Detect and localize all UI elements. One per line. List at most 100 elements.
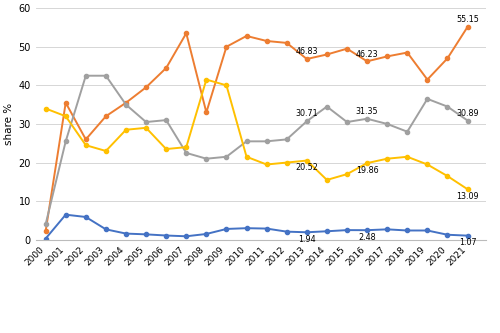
capital goods: [143, 85, 149, 89]
intermediate goods: [62, 114, 68, 118]
consumer goods: [103, 74, 109, 78]
consumer goods: [304, 119, 310, 123]
raw material: [324, 229, 330, 233]
Line: consumer goods: consumer goods: [44, 74, 470, 226]
capital goods: [384, 54, 390, 58]
capital goods: [62, 101, 68, 105]
intermediate goods: [184, 145, 190, 149]
consumer goods: [244, 139, 250, 143]
raw material: [224, 227, 230, 231]
intermediate goods: [464, 187, 470, 191]
raw material: [204, 232, 210, 236]
intermediate goods: [143, 126, 149, 130]
consumer goods: [163, 118, 169, 122]
raw material: [364, 228, 370, 232]
intermediate goods: [204, 78, 210, 82]
capital goods: [163, 66, 169, 70]
capital goods: [304, 57, 310, 61]
capital goods: [83, 138, 89, 142]
capital goods: [404, 51, 410, 55]
raw material: [304, 230, 310, 234]
consumer goods: [384, 122, 390, 126]
intermediate goods: [444, 174, 450, 178]
consumer goods: [424, 97, 430, 101]
raw material: [244, 226, 250, 230]
consumer goods: [264, 139, 270, 143]
intermediate goods: [404, 155, 410, 159]
consumer goods: [42, 222, 48, 226]
capital goods: [264, 39, 270, 43]
Text: 2.48: 2.48: [358, 233, 376, 242]
capital goods: [103, 114, 109, 118]
intermediate goods: [224, 83, 230, 87]
capital goods: [424, 78, 430, 82]
raw material: [284, 230, 290, 234]
consumer goods: [184, 151, 190, 155]
capital goods: [244, 34, 250, 38]
consumer goods: [143, 120, 149, 124]
capital goods: [204, 110, 210, 114]
consumer goods: [344, 120, 350, 124]
intermediate goods: [83, 143, 89, 147]
raw material: [404, 228, 410, 232]
Line: intermediate goods: intermediate goods: [44, 78, 470, 191]
Text: 19.86: 19.86: [356, 166, 378, 175]
consumer goods: [284, 138, 290, 142]
Text: 31.35: 31.35: [356, 107, 378, 116]
capital goods: [184, 31, 190, 35]
Text: 1.07: 1.07: [458, 238, 476, 247]
intermediate goods: [163, 147, 169, 151]
raw material: [344, 228, 350, 232]
intermediate goods: [244, 155, 250, 159]
intermediate goods: [344, 172, 350, 176]
capital goods: [324, 53, 330, 57]
Text: 20.52: 20.52: [296, 163, 318, 172]
consumer goods: [444, 105, 450, 109]
consumer goods: [464, 119, 470, 123]
capital goods: [364, 59, 370, 63]
intermediate goods: [364, 161, 370, 165]
raw material: [444, 233, 450, 237]
capital goods: [464, 25, 470, 29]
capital goods: [42, 229, 48, 233]
Text: 30.71: 30.71: [296, 110, 318, 119]
raw material: [424, 228, 430, 232]
consumer goods: [83, 74, 89, 78]
intermediate goods: [304, 159, 310, 163]
consumer goods: [324, 105, 330, 109]
Text: 46.23: 46.23: [356, 50, 378, 59]
consumer goods: [224, 155, 230, 159]
raw material: [143, 232, 149, 236]
consumer goods: [404, 130, 410, 134]
capital goods: [444, 56, 450, 60]
raw material: [83, 215, 89, 219]
intermediate goods: [42, 107, 48, 111]
raw material: [42, 237, 48, 241]
Line: raw material: raw material: [44, 212, 470, 241]
raw material: [384, 227, 390, 231]
consumer goods: [123, 103, 129, 107]
capital goods: [123, 101, 129, 105]
Text: 46.83: 46.83: [296, 47, 318, 56]
Text: 1.94: 1.94: [298, 235, 316, 244]
intermediate goods: [103, 149, 109, 153]
capital goods: [284, 41, 290, 45]
Text: 13.09: 13.09: [456, 192, 479, 201]
Text: 55.15: 55.15: [456, 15, 479, 24]
capital goods: [344, 47, 350, 51]
intermediate goods: [324, 178, 330, 182]
Text: 30.89: 30.89: [456, 109, 479, 118]
Line: capital goods: capital goods: [44, 25, 470, 233]
consumer goods: [62, 139, 68, 143]
raw material: [163, 233, 169, 237]
raw material: [123, 231, 129, 235]
raw material: [264, 226, 270, 230]
intermediate goods: [384, 157, 390, 161]
consumer goods: [364, 117, 370, 121]
intermediate goods: [264, 163, 270, 166]
intermediate goods: [424, 163, 430, 166]
intermediate goods: [123, 128, 129, 132]
raw material: [464, 234, 470, 238]
Y-axis label: share %: share %: [4, 103, 14, 145]
raw material: [184, 234, 190, 238]
